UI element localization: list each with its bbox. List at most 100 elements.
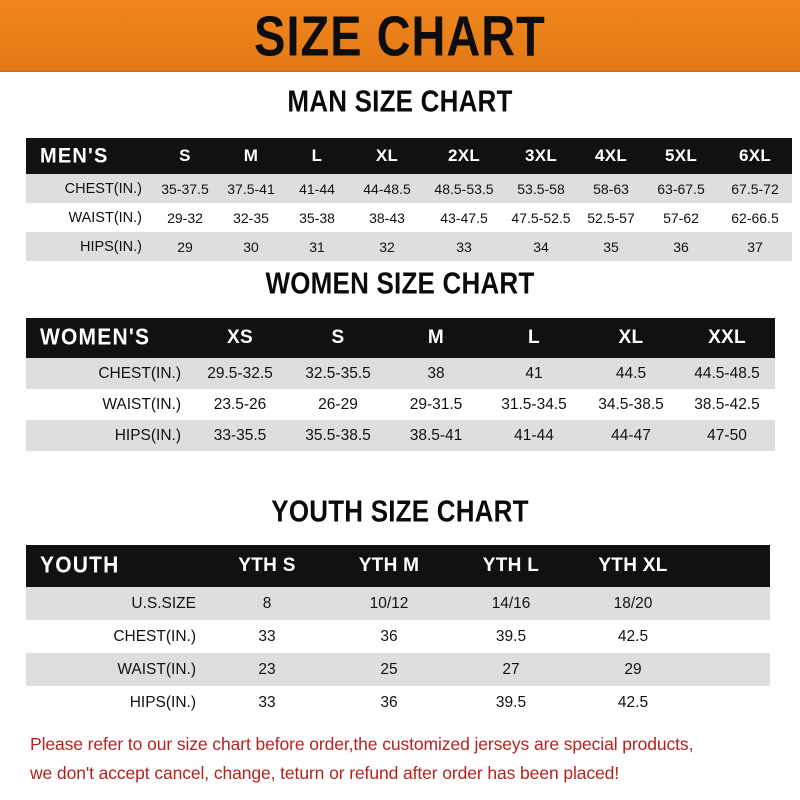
- men-size-l: L: [284, 138, 350, 174]
- men-table: MEN'S S M L XL 2XL 3XL 4XL 5XL 6XL CHEST…: [26, 138, 792, 261]
- men-size-xl: XL: [350, 138, 424, 174]
- youth-chest-xl: 42.5: [572, 620, 694, 653]
- youth-hips-m: 36: [328, 686, 450, 719]
- disclaimer-note: Please refer to our size chart before or…: [30, 730, 778, 788]
- youth-ussize-xl: 18/20: [572, 587, 694, 620]
- women-row-label-chest: CHEST(IN.): [26, 358, 191, 389]
- men-waist-m: 32-35: [218, 203, 284, 232]
- youth-chest-l: 39.5: [450, 620, 572, 653]
- women-chest-xl: 44.5: [583, 358, 679, 389]
- men-waist-5xl: 57-62: [644, 203, 718, 232]
- women-chest-m: 38: [387, 358, 485, 389]
- youth-size-l: YTH L: [450, 545, 572, 587]
- youth-hips-xl: 42.5: [572, 686, 694, 719]
- table-row: HIPS(IN.) 33 36 39.5 42.5: [26, 686, 770, 719]
- men-chest-xl: 44-48.5: [350, 174, 424, 203]
- women-waist-l: 31.5-34.5: [485, 389, 583, 420]
- men-chest-2xl: 48.5-53.5: [424, 174, 504, 203]
- women-hips-xl: 44-47: [583, 420, 679, 451]
- men-chest-m: 37.5-41: [218, 174, 284, 203]
- men-hips-3xl: 34: [504, 232, 578, 261]
- women-chest-xs: 29.5-32.5: [191, 358, 289, 389]
- youth-ussize-s: 8: [206, 587, 328, 620]
- women-chest-l: 41: [485, 358, 583, 389]
- table-row: HIPS(IN.) 33-35.5 35.5-38.5 38.5-41 41-4…: [26, 420, 775, 451]
- women-chest-s: 32.5-35.5: [289, 358, 387, 389]
- youth-chest-spacer: [694, 620, 770, 653]
- men-section-title: MAN SIZE CHART: [0, 83, 800, 119]
- men-section-title-text: MAN SIZE CHART: [287, 83, 513, 119]
- men-header-label-text: MEN'S: [40, 143, 109, 168]
- youth-row-label-hips: HIPS(IN.): [26, 686, 206, 719]
- youth-waist-l: 27: [450, 653, 572, 686]
- youth-section-title: YOUTH SIZE CHART: [0, 493, 800, 529]
- header-banner: SIZE CHART: [0, 0, 800, 72]
- men-waist-3xl: 47.5-52.5: [504, 203, 578, 232]
- page-title-text: SIZE CHART: [254, 4, 546, 68]
- women-size-l: L: [485, 318, 583, 358]
- men-row-label-chest: CHEST(IN.): [26, 174, 152, 203]
- youth-row-label-chest: CHEST(IN.): [26, 620, 206, 653]
- youth-waist-spacer: [694, 653, 770, 686]
- men-header-row: MEN'S S M L XL 2XL 3XL 4XL 5XL 6XL: [26, 138, 792, 174]
- youth-section-title-text: YOUTH SIZE CHART: [271, 493, 529, 529]
- women-waist-xl: 34.5-38.5: [583, 389, 679, 420]
- women-size-s: S: [289, 318, 387, 358]
- youth-waist-m: 25: [328, 653, 450, 686]
- women-table: WOMEN'S XS S M L XL XXL CHEST(IN.) 29.5-…: [26, 318, 775, 451]
- women-section-title-text: WOMEN SIZE CHART: [265, 265, 535, 301]
- men-waist-2xl: 43-47.5: [424, 203, 504, 232]
- youth-hips-spacer: [694, 686, 770, 719]
- youth-size-table: YOUTH YTH S YTH M YTH L YTH XL U.S.SIZE …: [26, 545, 770, 719]
- youth-waist-s: 23: [206, 653, 328, 686]
- men-waist-6xl: 62-66.5: [718, 203, 792, 232]
- table-row: CHEST(IN.) 35-37.5 37.5-41 41-44 44-48.5…: [26, 174, 792, 203]
- men-hips-m: 30: [218, 232, 284, 261]
- men-size-table: MEN'S S M L XL 2XL 3XL 4XL 5XL 6XL CHEST…: [26, 138, 792, 261]
- youth-size-xl: YTH XL: [572, 545, 694, 587]
- women-header-label-text: WOMEN'S: [40, 325, 151, 350]
- women-size-table: WOMEN'S XS S M L XL XXL CHEST(IN.) 29.5-…: [26, 318, 775, 451]
- men-size-m: M: [218, 138, 284, 174]
- men-waist-l: 35-38: [284, 203, 350, 232]
- men-size-s: S: [152, 138, 218, 174]
- women-hips-l: 41-44: [485, 420, 583, 451]
- men-chest-3xl: 53.5-58: [504, 174, 578, 203]
- youth-header-label-text: YOUTH: [40, 553, 120, 578]
- women-size-xxl: XXL: [679, 318, 775, 358]
- youth-waist-xl: 29: [572, 653, 694, 686]
- men-hips-s: 29: [152, 232, 218, 261]
- men-waist-s: 29-32: [152, 203, 218, 232]
- women-size-xs: XS: [191, 318, 289, 358]
- women-waist-xs: 23.5-26: [191, 389, 289, 420]
- men-chest-6xl: 67.5-72: [718, 174, 792, 203]
- women-waist-m: 29-31.5: [387, 389, 485, 420]
- women-size-xl: XL: [583, 318, 679, 358]
- disclaimer-line-2: we don't accept cancel, change, teturn o…: [30, 763, 620, 783]
- youth-ussize-m: 10/12: [328, 587, 450, 620]
- youth-size-m: YTH M: [328, 545, 450, 587]
- women-size-m: M: [387, 318, 485, 358]
- women-row-label-waist: WAIST(IN.): [26, 389, 191, 420]
- men-row-label-waist: WAIST(IN.): [26, 203, 152, 232]
- women-chest-xxl: 44.5-48.5: [679, 358, 775, 389]
- women-section-title: WOMEN SIZE CHART: [0, 265, 800, 301]
- youth-header-label: YOUTH: [26, 545, 206, 587]
- women-header-label: WOMEN'S: [26, 318, 191, 358]
- youth-ussize-l: 14/16: [450, 587, 572, 620]
- men-size-3xl: 3XL: [504, 138, 578, 174]
- men-waist-xl: 38-43: [350, 203, 424, 232]
- table-row: WAIST(IN.) 23.5-26 26-29 29-31.5 31.5-34…: [26, 389, 775, 420]
- men-chest-5xl: 63-67.5: [644, 174, 718, 203]
- women-header-row: WOMEN'S XS S M L XL XXL: [26, 318, 775, 358]
- youth-chest-s: 33: [206, 620, 328, 653]
- men-hips-l: 31: [284, 232, 350, 261]
- youth-chest-m: 36: [328, 620, 450, 653]
- women-row-label-hips: HIPS(IN.): [26, 420, 191, 451]
- table-row: CHEST(IN.) 33 36 39.5 42.5: [26, 620, 770, 653]
- men-row-label-hips: HIPS(IN.): [26, 232, 152, 261]
- table-row: WAIST(IN.) 29-32 32-35 35-38 38-43 43-47…: [26, 203, 792, 232]
- disclaimer-line-1: Please refer to our size chart before or…: [30, 734, 694, 754]
- men-hips-2xl: 33: [424, 232, 504, 261]
